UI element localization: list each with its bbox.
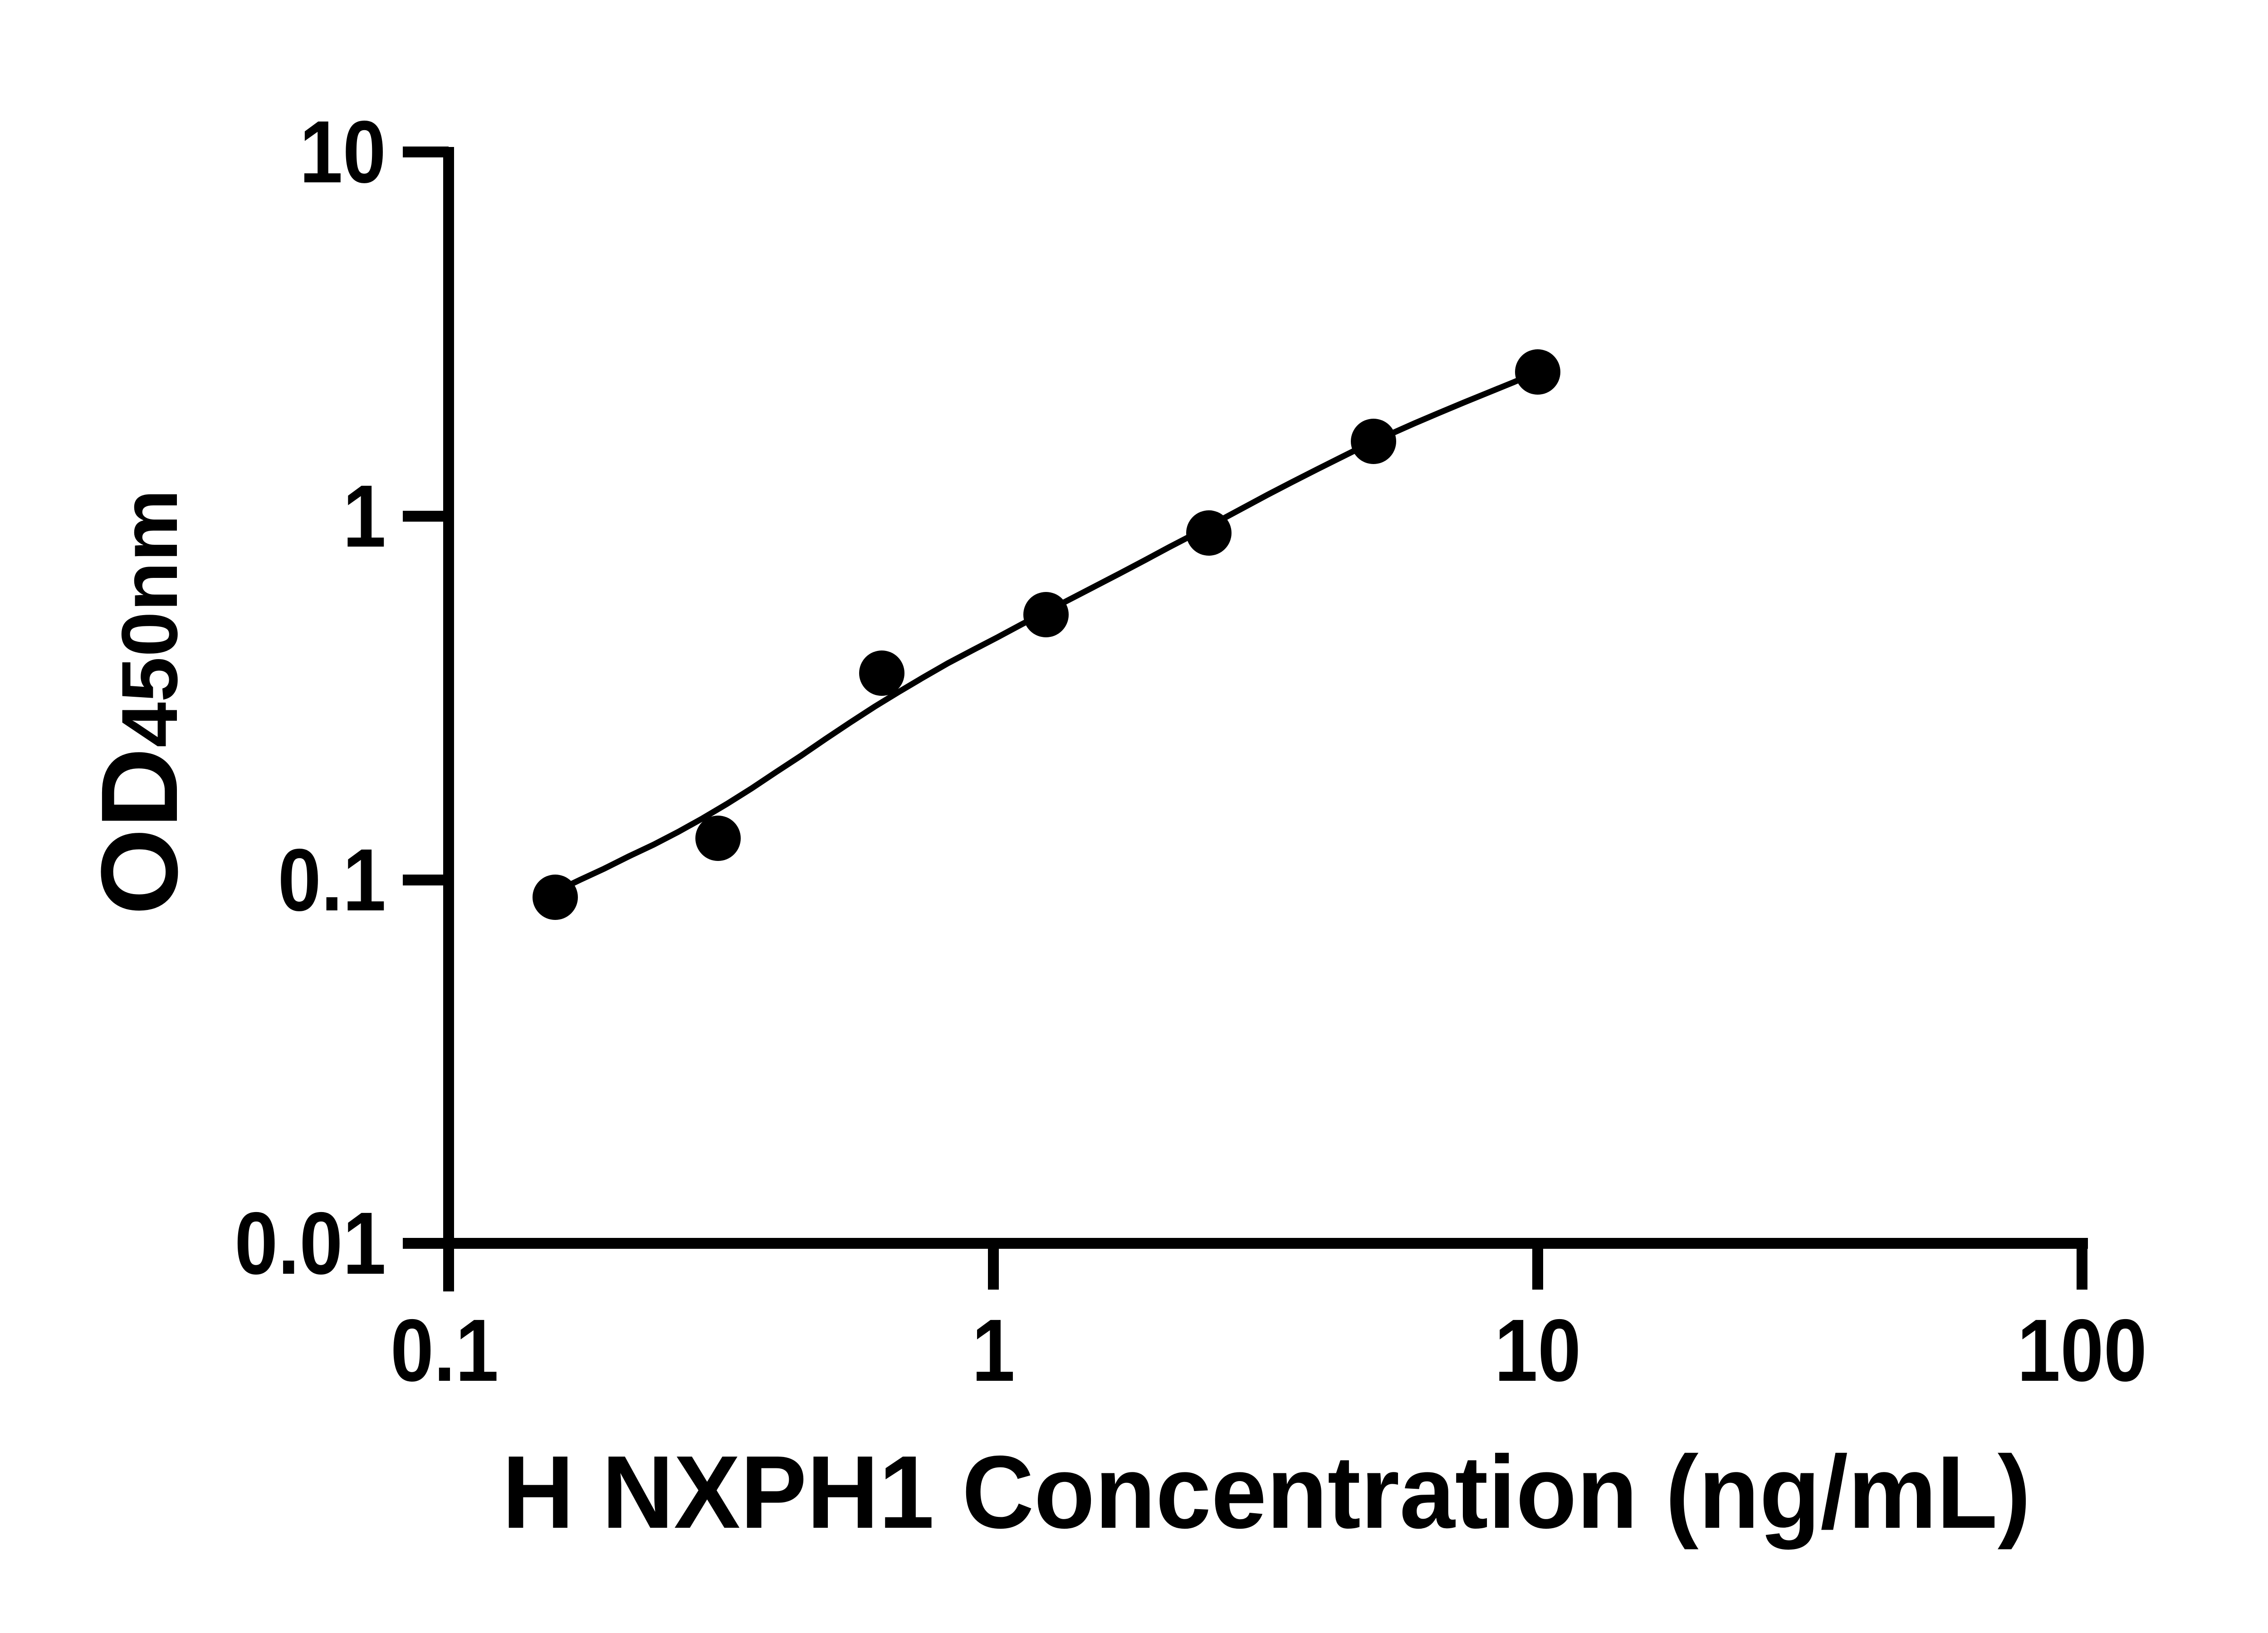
svg-text:0.1: 0.1	[391, 1301, 499, 1400]
svg-text:1: 1	[972, 1301, 1015, 1400]
svg-text:10: 10	[1495, 1301, 1581, 1400]
svg-text:1: 1	[343, 467, 386, 566]
svg-text:H NXPH1 Concentration (ng/mL): H NXPH1 Concentration (ng/mL)	[502, 1434, 2031, 1550]
svg-text:10: 10	[299, 103, 386, 201]
svg-text:100: 100	[2017, 1301, 2147, 1400]
svg-text:0.01: 0.01	[235, 1194, 386, 1293]
svg-text:0.1: 0.1	[278, 831, 386, 929]
